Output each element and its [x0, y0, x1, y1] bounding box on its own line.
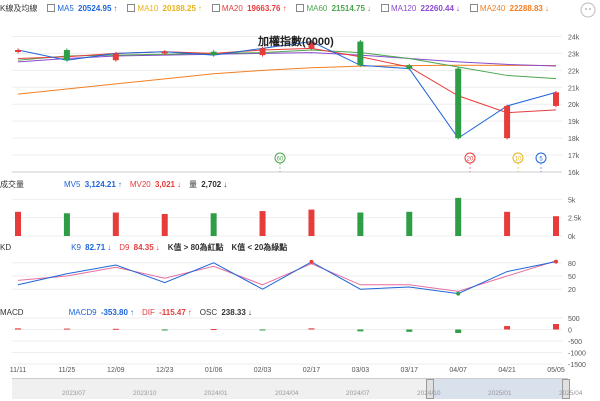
checkbox-icon[interactable] — [127, 4, 136, 12]
ma10-toggle[interactable]: MA10 20188.25 ↑ — [127, 4, 204, 13]
navigator-handle-left[interactable] — [426, 379, 434, 399]
chart-title: 加權指數(0000) — [258, 36, 334, 48]
macd-legend: MACD MACD9 -353.80 ↑ DIF -115.47 ↑ OSC 238… — [0, 307, 252, 317]
navigator-date-label: 2024/01 — [204, 390, 228, 397]
ma60-toggle[interactable]: MA60 21514.75 ↓ — [296, 4, 373, 13]
navigator-date-label: 2025/01 — [488, 390, 512, 397]
checkbox-icon[interactable] — [380, 4, 389, 12]
macd-panel-title: MACD — [0, 307, 24, 317]
logo-icon — [580, 2, 596, 18]
navigator-selection[interactable] — [434, 379, 568, 399]
ma20-toggle[interactable]: MA20 19663.76 ↑ — [211, 4, 289, 13]
navigator-handle-right[interactable] — [562, 379, 570, 399]
checkbox-icon[interactable] — [211, 4, 220, 12]
kd-panel-title: KD — [0, 242, 12, 252]
navigator-date-label: 2025/04 — [559, 390, 583, 397]
volume-panel-title: 成交量 — [0, 179, 24, 189]
kd-legend: KD K9 82.71 ↓ D9 84.35 ↓ K值 > 80為紅點 K值 < 2… — [0, 242, 288, 252]
ma5-toggle[interactable]: MA5 20524.95 ↑ — [47, 4, 119, 13]
navigator-date-label: 2024/04 — [275, 390, 299, 397]
volume-legend: 成交量 MV5 3,124.21 ↑ MV20 3,021 ↓ 量 2,702 ↓ — [0, 179, 228, 189]
ma240-toggle[interactable]: MA240 22288.83 ↓ — [469, 4, 551, 13]
navigator-date-label: 2024/07 — [346, 390, 370, 397]
navigator-date-label: 2023/07 — [62, 390, 86, 397]
price-legend: K線及均線 MA5 20524.95 ↑ MA10 20188.25 ↑ MA20 … — [0, 2, 560, 14]
ma120-toggle[interactable]: MA120 22260.44 ↓ — [380, 4, 462, 13]
checkbox-icon[interactable] — [47, 4, 56, 12]
checkbox-icon[interactable] — [296, 4, 305, 12]
navigator-date-label: 2024/10 — [417, 390, 441, 397]
time-navigator[interactable] — [12, 378, 570, 399]
price-panel-title: K線及均線 — [0, 3, 38, 13]
navigator-date-label: 2023/10 — [133, 390, 157, 397]
checkbox-icon[interactable] — [469, 4, 478, 12]
